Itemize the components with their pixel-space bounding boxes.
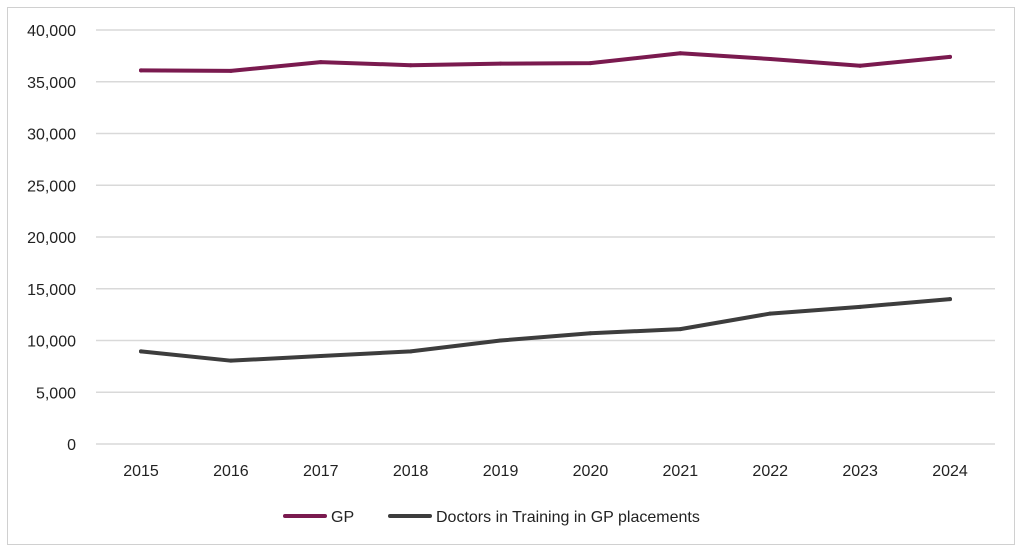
data-point xyxy=(678,51,683,56)
y-tick-label: 40,000 xyxy=(27,23,76,40)
data-point xyxy=(139,349,143,354)
data-point xyxy=(228,68,233,73)
data-point xyxy=(858,63,863,68)
x-tick-label: 2021 xyxy=(663,463,699,480)
data-point xyxy=(678,327,683,332)
data-point xyxy=(139,68,143,73)
legend-item: GP xyxy=(283,509,354,526)
series-line-doctors-in-training xyxy=(139,297,952,363)
y-tick-label: 25,000 xyxy=(27,178,76,195)
legend-label: GP xyxy=(331,509,354,526)
data-point xyxy=(948,54,952,59)
series-line-gp xyxy=(139,51,952,73)
data-point xyxy=(408,63,413,68)
data-point xyxy=(408,349,413,354)
x-tick-label: 2024 xyxy=(932,463,968,480)
data-point xyxy=(588,331,593,336)
y-tick-label: 35,000 xyxy=(27,75,76,92)
data-point xyxy=(228,358,233,363)
x-tick-label: 2023 xyxy=(842,463,878,480)
data-point xyxy=(318,60,323,65)
y-tick-label: 5,000 xyxy=(36,385,76,402)
y-axis-ticks: 0 5,000 10,000 15,000 20,000 25,000 30,000 35,0… xyxy=(27,23,76,454)
y-tick-label: 15,000 xyxy=(27,282,76,299)
legend-item: Doctors in Training in GP placements xyxy=(388,509,700,526)
data-point xyxy=(768,56,773,61)
x-tick-label: 2015 xyxy=(123,463,159,480)
data-point xyxy=(498,61,503,66)
legend: GP Doctors in Training in GP placements xyxy=(283,509,700,526)
y-tick-label: 0 xyxy=(67,437,76,454)
y-tick-label: 10,000 xyxy=(27,334,76,351)
data-point xyxy=(318,354,323,359)
data-point xyxy=(768,311,773,316)
data-point xyxy=(588,61,593,66)
series-lines xyxy=(139,51,952,363)
x-tick-label: 2016 xyxy=(213,463,249,480)
x-tick-label: 2020 xyxy=(573,463,609,480)
data-point xyxy=(858,304,863,309)
data-point xyxy=(948,297,952,302)
x-tick-label: 2017 xyxy=(303,463,339,480)
x-tick-label: 2022 xyxy=(752,463,788,480)
data-point xyxy=(498,338,503,343)
gridlines xyxy=(96,29,995,445)
x-tick-label: 2018 xyxy=(393,463,429,480)
x-axis-ticks: 2015 2016 2017 2018 2019 2020 2021 2022 2023 2024 xyxy=(123,463,968,480)
legend-label: Doctors in Training in GP placements xyxy=(436,509,700,526)
y-tick-label: 20,000 xyxy=(27,230,76,247)
x-tick-label: 2019 xyxy=(483,463,519,480)
y-tick-label: 30,000 xyxy=(27,127,76,144)
chart-frame xyxy=(7,7,1015,545)
